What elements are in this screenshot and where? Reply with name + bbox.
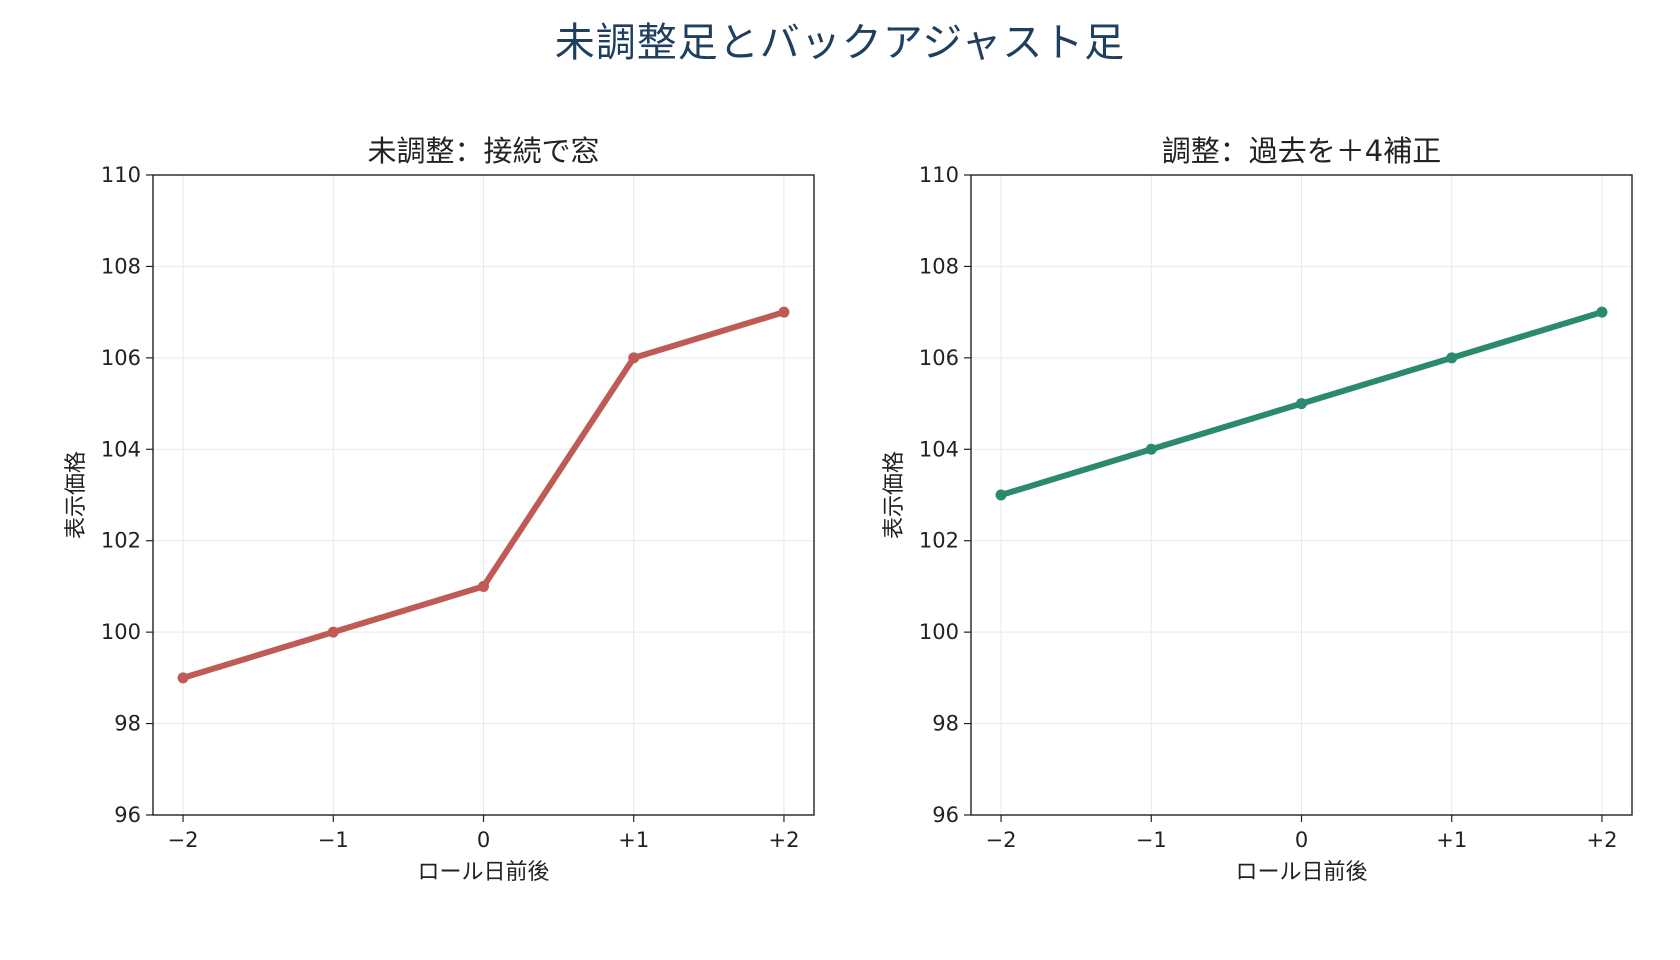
y-tick-label: 104: [101, 437, 141, 461]
x-tick-label: 0: [477, 828, 490, 852]
x-tick-label: +1: [1436, 828, 1467, 852]
data-point: [1446, 352, 1458, 364]
y-tick-label: 106: [919, 346, 959, 370]
data-point: [177, 672, 189, 684]
x-tick-label: +2: [1586, 828, 1617, 852]
y-tick-label: 98: [114, 712, 141, 736]
chart-title: 未調整：接続で窓: [367, 134, 599, 168]
data-point: [1145, 443, 1157, 455]
y-tick-label: 104: [919, 437, 959, 461]
y-tick-label: 100: [101, 620, 141, 644]
y-tick-label: 96: [932, 803, 959, 827]
x-tick-label: +2: [768, 828, 799, 852]
data-point: [995, 489, 1007, 501]
x-tick-label: +1: [618, 828, 649, 852]
data-point: [778, 306, 790, 318]
x-axis-label: ロール日前後: [1235, 860, 1367, 885]
y-tick-label: 96: [114, 803, 141, 827]
y-tick-label: 98: [932, 712, 959, 736]
y-tick-label: 110: [919, 163, 959, 187]
y-axis-label: 表示価格: [882, 451, 907, 539]
y-tick-label: 106: [101, 346, 141, 370]
x-tick-label: −1: [318, 828, 349, 852]
x-tick-label: −1: [1136, 828, 1167, 852]
chart-title: 調整：過去を＋4補正: [1162, 134, 1441, 168]
y-tick-label: 110: [101, 163, 141, 187]
y-tick-label: 108: [919, 254, 959, 278]
data-point: [327, 626, 339, 638]
y-tick-label: 102: [919, 529, 959, 553]
y-axis-label: 表示価格: [64, 451, 89, 539]
x-axis-label: ロール日前後: [417, 860, 549, 885]
x-tick-label: 0: [1295, 828, 1308, 852]
x-tick-label: −2: [168, 828, 199, 852]
data-point: [1596, 306, 1608, 318]
y-tick-label: 102: [101, 529, 141, 553]
data-point: [478, 580, 489, 592]
data-point: [628, 352, 640, 364]
y-tick-label: 100: [919, 620, 959, 644]
y-tick-label: 108: [101, 254, 141, 278]
x-tick-label: −2: [986, 828, 1017, 852]
data-point: [1296, 398, 1307, 410]
figure-title: 未調整足とバックアジャスト足: [554, 20, 1126, 66]
